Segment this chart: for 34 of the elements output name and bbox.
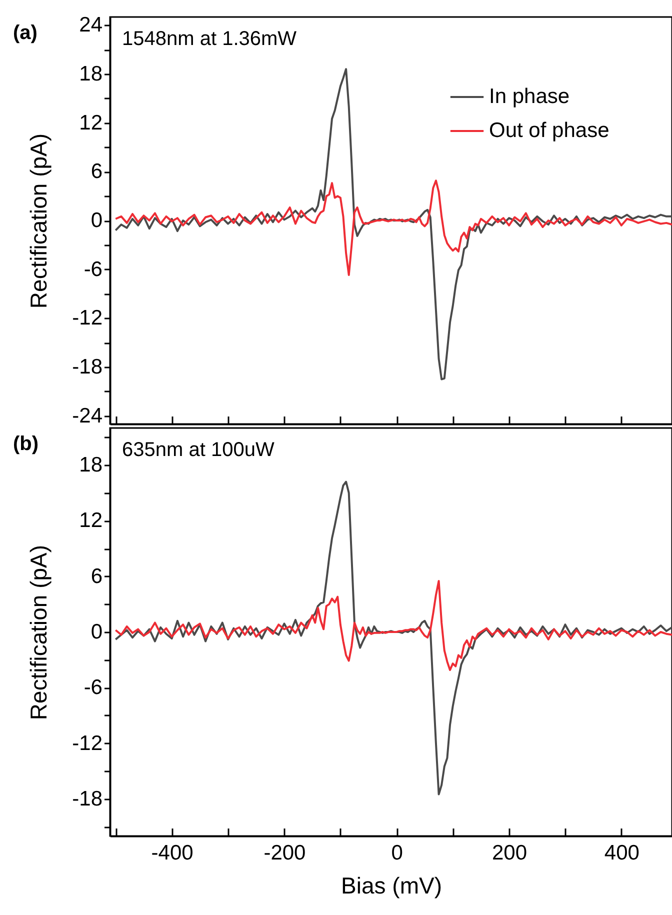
y-axis-title: Rectification (pA) [26,544,52,720]
x-axis-title: Bias (mV) [341,872,442,898]
y-tick-label: 6 [90,564,102,588]
y-tick-label: 18 [79,454,102,477]
legend-label: In phase [489,85,570,108]
y-tick-label: -12 [72,732,102,755]
y-tick-label: -24 [72,404,103,428]
y-tick-label: 24 [79,14,103,37]
chart-title: (b) [13,433,39,455]
y-tick-label: -18 [72,787,102,810]
y-tick-label: -18 [72,356,102,379]
legend-label: Out of phase [489,119,610,142]
x-tick-label: 200 [492,842,528,864]
x-tick-label: -400 [151,842,194,864]
y-tick-label: 0 [90,209,102,232]
line-series [114,68,672,380]
chart-title: (a) [13,22,38,44]
y-tick-label: 12 [79,509,102,532]
y-tick-label: -6 [84,676,102,700]
line-series [114,480,672,796]
text: 1548nm at 1.36mW [122,28,297,50]
x-tick-label: 400 [604,842,640,864]
y-axis-title: Rectification (pA) [26,133,52,309]
line-series [114,580,672,672]
x-tick-label: -200 [264,842,306,864]
text: 635nm at 100uW [122,439,274,461]
y-tick-label: -6 [84,258,102,281]
x-tick-label: 0 [391,842,403,864]
line-series [114,180,672,276]
y-tick-label: 0 [90,620,102,644]
y-tick-label: 6 [90,160,102,184]
y-tick-label: -12 [72,306,102,330]
y-tick-label: 12 [79,111,102,134]
y-tick-label: 18 [79,62,102,86]
